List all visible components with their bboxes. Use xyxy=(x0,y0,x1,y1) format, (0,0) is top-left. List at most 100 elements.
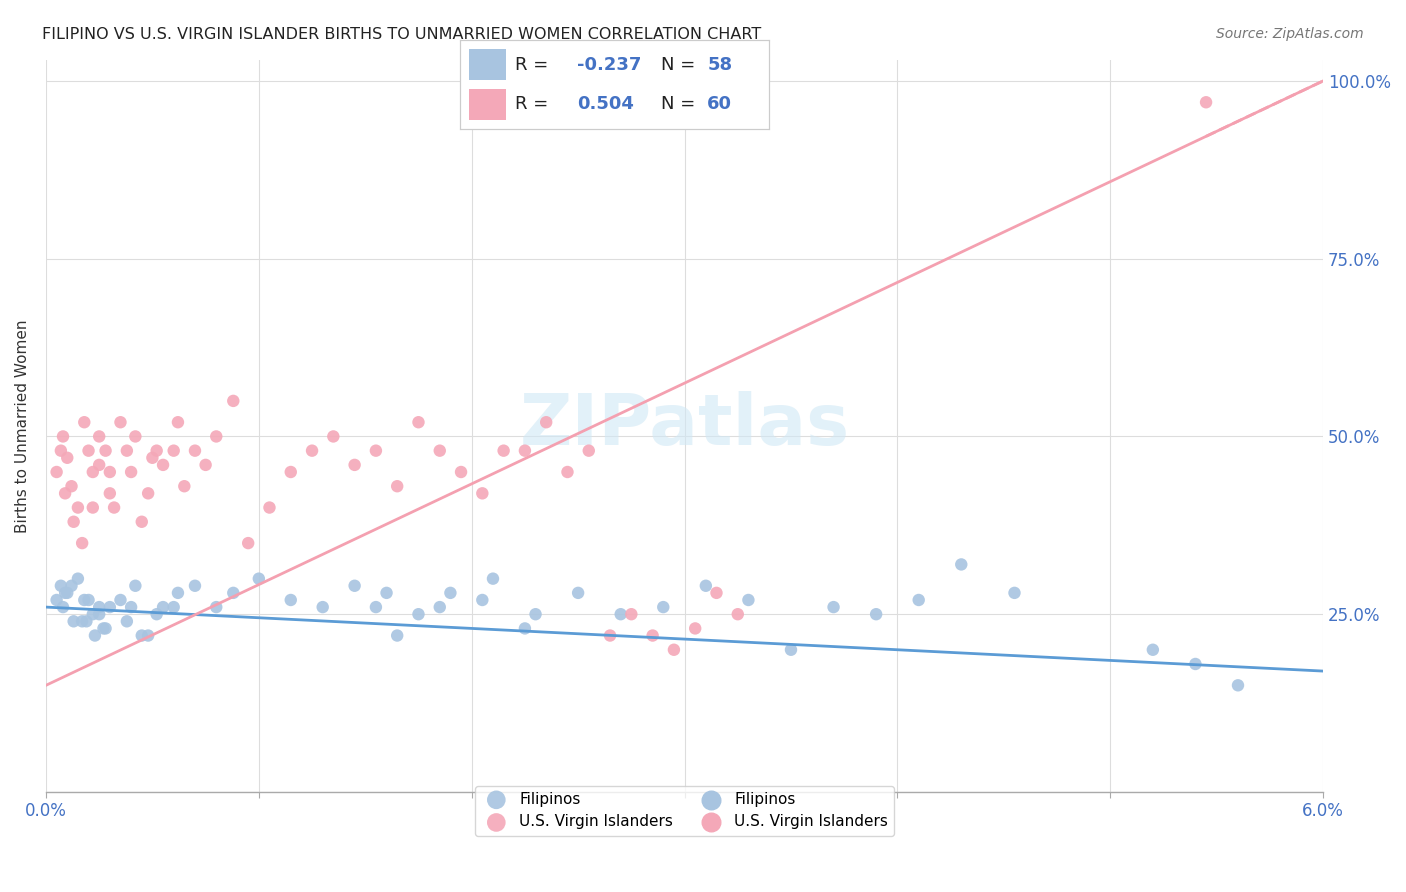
Filipinos xyxy=(737,593,759,607)
U.S. Virgin Islanders xyxy=(599,628,621,642)
Filipinos xyxy=(1227,678,1250,692)
U.S. Virgin Islanders xyxy=(205,429,228,443)
U.S. Virgin Islanders xyxy=(534,415,557,429)
U.S. Virgin Islanders xyxy=(163,443,186,458)
Filipinos xyxy=(131,628,153,642)
U.S. Virgin Islanders xyxy=(641,628,664,642)
Filipinos xyxy=(364,600,387,615)
Filipinos xyxy=(385,628,408,642)
U.S. Virgin Islanders xyxy=(1195,95,1218,110)
Text: Source: ZipAtlas.com: Source: ZipAtlas.com xyxy=(1216,27,1364,41)
Filipinos xyxy=(247,572,270,586)
Filipinos xyxy=(865,607,887,622)
Text: N =: N = xyxy=(661,56,695,74)
Filipinos xyxy=(1142,642,1164,657)
U.S. Virgin Islanders xyxy=(706,586,728,600)
Filipinos xyxy=(482,572,505,586)
U.S. Virgin Islanders xyxy=(49,443,72,458)
Filipinos xyxy=(312,600,335,615)
Filipinos xyxy=(52,600,75,615)
U.S. Virgin Islanders xyxy=(77,443,100,458)
U.S. Virgin Islanders xyxy=(727,607,749,622)
Filipinos xyxy=(524,607,547,622)
U.S. Virgin Islanders xyxy=(578,443,600,458)
Text: FILIPINO VS U.S. VIRGIN ISLANDER BIRTHS TO UNMARRIED WOMEN CORRELATION CHART: FILIPINO VS U.S. VIRGIN ISLANDER BIRTHS … xyxy=(42,27,762,42)
Filipinos xyxy=(907,593,929,607)
Filipinos xyxy=(84,628,107,642)
FancyBboxPatch shape xyxy=(470,49,506,80)
Text: 58: 58 xyxy=(707,56,733,74)
U.S. Virgin Islanders xyxy=(145,443,167,458)
Filipinos xyxy=(145,607,167,622)
U.S. Virgin Islanders xyxy=(60,479,83,493)
Filipinos xyxy=(471,593,494,607)
U.S. Virgin Islanders xyxy=(450,465,472,479)
Filipinos xyxy=(823,600,845,615)
U.S. Virgin Islanders xyxy=(364,443,387,458)
U.S. Virgin Islanders xyxy=(429,443,451,458)
U.S. Virgin Islanders xyxy=(492,443,515,458)
U.S. Virgin Islanders xyxy=(62,515,84,529)
U.S. Virgin Islanders xyxy=(141,450,163,465)
Filipinos xyxy=(89,600,111,615)
Filipinos xyxy=(205,600,228,615)
Filipinos xyxy=(115,615,138,629)
U.S. Virgin Islanders xyxy=(259,500,281,515)
U.S. Virgin Islanders xyxy=(136,486,159,500)
U.S. Virgin Islanders xyxy=(70,536,93,550)
Filipinos xyxy=(429,600,451,615)
U.S. Virgin Islanders xyxy=(110,415,132,429)
Text: 0.504: 0.504 xyxy=(578,95,634,113)
U.S. Virgin Islanders xyxy=(89,458,111,472)
U.S. Virgin Islanders xyxy=(408,415,430,429)
Filipinos xyxy=(124,579,146,593)
Y-axis label: Births to Unmarried Women: Births to Unmarried Women xyxy=(15,319,30,533)
Filipinos xyxy=(695,579,717,593)
Filipinos xyxy=(184,579,207,593)
U.S. Virgin Islanders xyxy=(82,500,104,515)
U.S. Virgin Islanders xyxy=(131,515,153,529)
Filipinos xyxy=(950,558,973,572)
Filipinos xyxy=(513,622,536,636)
Filipinos xyxy=(77,593,100,607)
U.S. Virgin Islanders xyxy=(385,479,408,493)
Filipinos xyxy=(163,600,186,615)
U.S. Virgin Islanders xyxy=(343,458,366,472)
U.S. Virgin Islanders xyxy=(98,465,121,479)
Filipinos xyxy=(66,572,89,586)
U.S. Virgin Islanders xyxy=(322,429,344,443)
Filipinos xyxy=(1004,586,1026,600)
Filipinos xyxy=(609,607,631,622)
Filipinos xyxy=(567,586,589,600)
Text: ZIPatlas: ZIPatlas xyxy=(519,392,849,460)
Filipinos xyxy=(93,622,115,636)
U.S. Virgin Islanders xyxy=(120,465,142,479)
U.S. Virgin Islanders xyxy=(152,458,174,472)
U.S. Virgin Islanders xyxy=(98,486,121,500)
U.S. Virgin Islanders xyxy=(94,443,117,458)
Filipinos xyxy=(82,607,104,622)
U.S. Virgin Islanders xyxy=(471,486,494,500)
U.S. Virgin Islanders xyxy=(73,415,96,429)
Filipinos xyxy=(1184,657,1206,671)
Filipinos xyxy=(167,586,190,600)
Filipinos xyxy=(53,586,76,600)
Text: R =: R = xyxy=(516,56,548,74)
U.S. Virgin Islanders xyxy=(56,450,79,465)
Text: R =: R = xyxy=(516,95,548,113)
U.S. Virgin Islanders xyxy=(66,500,89,515)
U.S. Virgin Islanders xyxy=(103,500,125,515)
U.S. Virgin Islanders xyxy=(513,443,536,458)
Filipinos xyxy=(780,642,803,657)
U.S. Virgin Islanders xyxy=(184,443,207,458)
U.S. Virgin Islanders xyxy=(683,622,706,636)
U.S. Virgin Islanders xyxy=(52,429,75,443)
U.S. Virgin Islanders xyxy=(222,393,245,408)
Legend: Filipinos, U.S. Virgin Islanders, Filipinos, U.S. Virgin Islanders: Filipinos, U.S. Virgin Islanders, Filipi… xyxy=(475,786,894,836)
Filipinos xyxy=(136,628,159,642)
FancyBboxPatch shape xyxy=(470,89,506,120)
U.S. Virgin Islanders xyxy=(620,607,643,622)
Filipinos xyxy=(408,607,430,622)
U.S. Virgin Islanders xyxy=(89,429,111,443)
U.S. Virgin Islanders xyxy=(82,465,104,479)
